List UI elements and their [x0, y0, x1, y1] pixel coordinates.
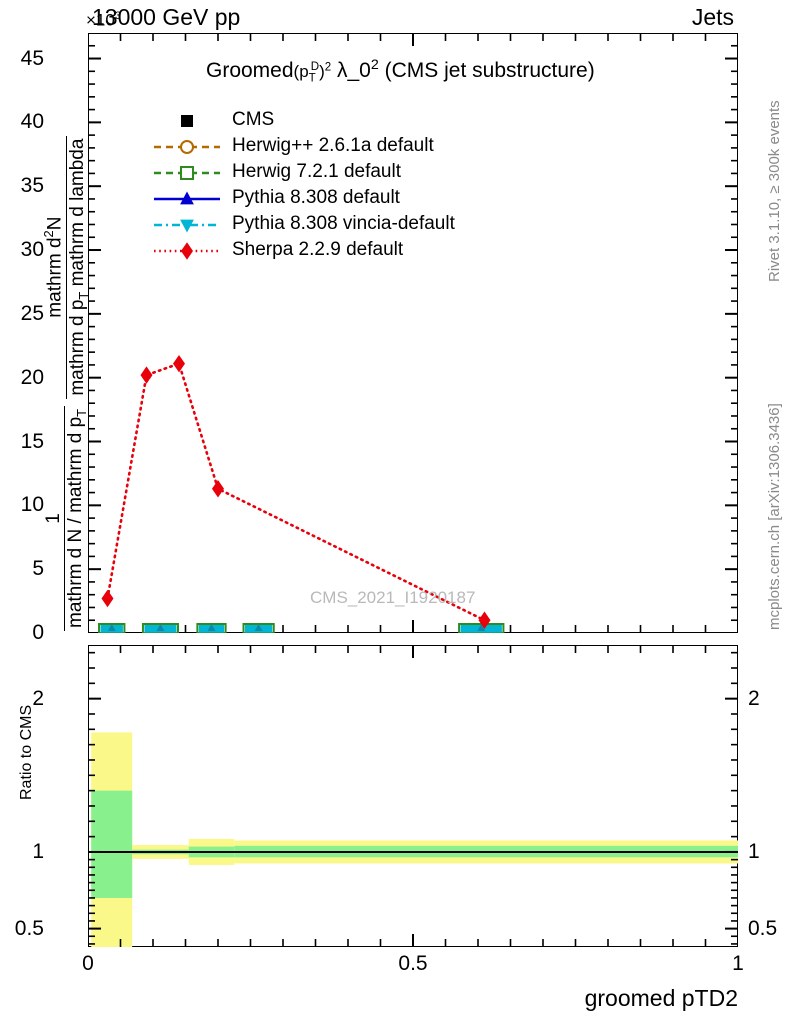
ylabel-outer-denominator: mathrm d N / mathrm d pT: [64, 405, 90, 631]
legend-marker-square-open: [150, 160, 224, 186]
beam-energy-label: 13000 GeV pp: [92, 4, 241, 30]
x-axis-label: groomed pTD2: [584, 985, 738, 1011]
ylabel-inner-numerator: mathrm d2N: [41, 216, 66, 318]
legend-marker-circle: [150, 134, 224, 160]
y-tick-label: 30: [20, 238, 44, 262]
ratio-y-tick-label: 1: [32, 839, 44, 863]
legend-label: CMS: [232, 109, 275, 130]
y-axis-multiplier: ×103: [86, 10, 121, 30]
ratio-axis-title: Ratio to CMS: [18, 704, 35, 800]
ratio-axis-ticks: [88, 645, 738, 947]
y-tick-label: 10: [20, 493, 44, 517]
ylabel-outer-numerator: 1: [43, 513, 65, 524]
analysis-category-label: Jets: [691, 4, 734, 30]
rivet-credit: Rivet 3.1.10, ≥ 300k events: [766, 100, 783, 282]
legend-label: Sherpa 2.2.9 default: [232, 239, 404, 260]
legend-marker-square: [150, 108, 224, 134]
ratio-y-tick-label-right: 1: [748, 839, 760, 863]
y-tick-label: 35: [20, 174, 44, 198]
legend-marker-triangle-down: [150, 212, 224, 238]
legend-label: Herwig 7.2.1 default: [232, 161, 401, 182]
plot-title: Groomed(pTD)2 λ_02 (CMS jet substructure…: [206, 57, 595, 85]
y-tick-label: 40: [20, 110, 44, 134]
ratio-uncertainty-bands: [91, 732, 738, 947]
y-tick-label: 15: [20, 429, 44, 453]
y-tick-label: 25: [20, 301, 44, 325]
ratio-y-tick-label-right: 0.5: [748, 916, 778, 940]
legend-marker-diamond: [150, 238, 224, 264]
main-plot-canvas: [88, 33, 738, 633]
ratio-plot-canvas: [88, 645, 738, 947]
y-tick-label: 5: [32, 557, 44, 581]
y-tick-label: 45: [20, 46, 44, 70]
ratio-y-tick-label-right: 2: [748, 686, 760, 710]
ratio-y-tick-label: 0.5: [14, 916, 44, 940]
main-data-series: [98, 354, 505, 633]
legend-label: Herwig++ 2.6.1a default: [232, 135, 434, 156]
legend-label: Pythia 8.308 vincia-default: [232, 213, 455, 234]
legend-label: Pythia 8.308 default: [232, 187, 400, 208]
x-tick-label: 0.5: [398, 952, 428, 975]
x-tick-label: 0: [82, 952, 94, 975]
legend-marker-triangle-up: [150, 186, 224, 212]
main-axis-ticks: [88, 33, 738, 633]
analysis-id-watermark: CMS_2021_I1920187: [310, 588, 476, 607]
mcplots-credit: mcplots.cern.ch [arXiv:1306.3436]: [766, 403, 783, 630]
x-tick-label: 1: [732, 952, 744, 975]
ratio-y-tick-label: 2: [32, 686, 44, 710]
y-tick-label: 0: [32, 621, 44, 644]
y-tick-label: 20: [20, 365, 44, 389]
